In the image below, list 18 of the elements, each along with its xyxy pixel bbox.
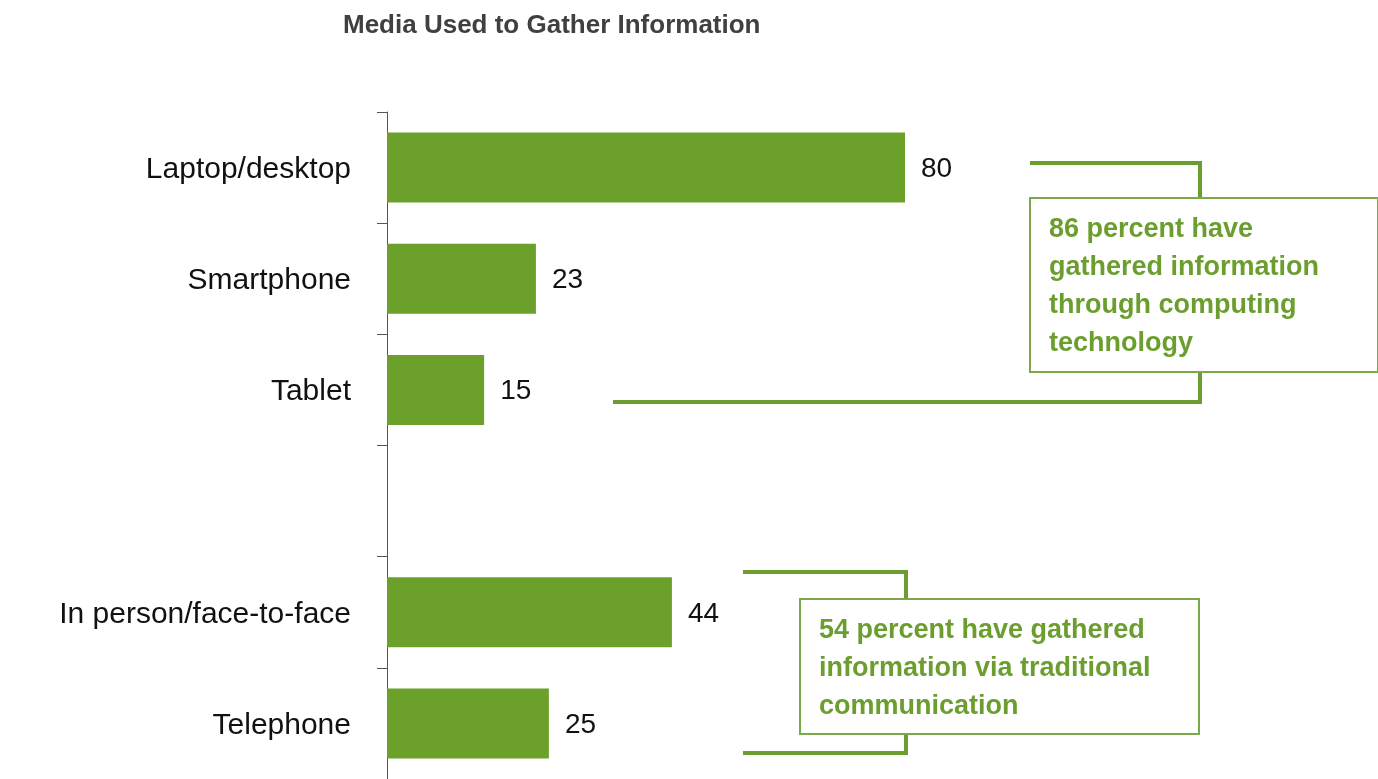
chart-title: Media Used to Gather Information — [343, 9, 761, 39]
data-label: 23 — [551, 263, 584, 295]
y-tick-label: Laptop/desktop — [145, 151, 351, 185]
text: 86 percent have gathered information through computing technology — [1029, 197, 1378, 373]
bar — [387, 243, 536, 314]
y-tick-label: Telephone — [212, 706, 351, 740]
data-label: 25 — [564, 707, 597, 739]
data-label: 44 — [687, 596, 720, 628]
y-tick-label: Tablet — [270, 373, 352, 407]
data-label: 15 — [500, 374, 532, 406]
y-tick-label: Smartphone — [187, 262, 351, 296]
annotation: 54 percent have gathered information via traditional communication — [799, 598, 1200, 735]
bar — [387, 688, 549, 759]
bar — [387, 577, 672, 648]
bar — [387, 354, 485, 425]
y-tick-label: In person/face-to-face — [59, 595, 351, 629]
data-label: 80 — [921, 152, 953, 184]
bar — [387, 132, 905, 203]
